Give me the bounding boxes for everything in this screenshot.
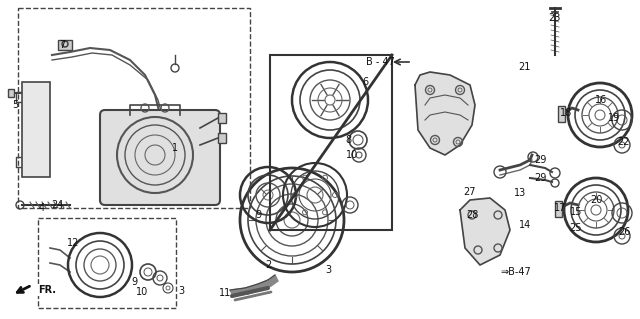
Text: 29: 29: [534, 155, 546, 165]
Text: 15: 15: [570, 207, 582, 217]
Polygon shape: [415, 72, 475, 155]
Polygon shape: [230, 288, 248, 296]
Bar: [8, 89, 14, 97]
Text: 16: 16: [595, 95, 607, 105]
Text: 22: 22: [617, 137, 629, 147]
Polygon shape: [460, 198, 510, 265]
Text: 11: 11: [219, 288, 231, 298]
Text: B - 47: B - 47: [366, 57, 395, 67]
Bar: [270, 55, 392, 230]
Text: 20: 20: [590, 195, 602, 205]
Text: 3: 3: [178, 286, 184, 296]
Bar: [555, 201, 562, 217]
Text: 9: 9: [131, 277, 137, 287]
Text: 28: 28: [466, 210, 478, 220]
Polygon shape: [245, 284, 261, 294]
Text: 23: 23: [548, 13, 560, 23]
Text: 10: 10: [346, 150, 358, 160]
Bar: [558, 106, 565, 122]
Text: 19: 19: [608, 113, 620, 123]
FancyBboxPatch shape: [100, 110, 220, 205]
Text: 12: 12: [67, 238, 79, 248]
Polygon shape: [258, 280, 271, 290]
Text: ⇒B-47: ⇒B-47: [500, 267, 531, 277]
Text: 13: 13: [514, 188, 526, 198]
Text: 25: 25: [570, 223, 582, 233]
Text: 10: 10: [136, 287, 148, 297]
Text: 26: 26: [618, 227, 630, 237]
Text: 29: 29: [534, 173, 546, 183]
Text: 8: 8: [345, 135, 351, 145]
Text: 4: 4: [39, 203, 45, 213]
Text: 3: 3: [325, 265, 331, 275]
Bar: [218, 133, 226, 143]
Bar: [58, 40, 72, 50]
Text: 14: 14: [519, 220, 531, 230]
Text: 5: 5: [12, 100, 18, 110]
Text: 27: 27: [463, 187, 476, 197]
Text: 1: 1: [172, 143, 178, 153]
Text: 9: 9: [255, 210, 261, 220]
Bar: [38, 218, 176, 308]
Bar: [22, 82, 50, 177]
Bar: [18, 8, 250, 208]
Text: 24: 24: [51, 200, 63, 210]
Text: 17: 17: [554, 203, 566, 213]
Text: 6: 6: [362, 77, 368, 87]
Polygon shape: [268, 275, 278, 286]
Text: 7: 7: [59, 40, 65, 50]
Text: FR.: FR.: [38, 285, 56, 295]
Text: 21: 21: [518, 62, 530, 72]
Text: 18: 18: [560, 108, 572, 118]
Text: 2: 2: [265, 260, 271, 270]
Bar: [218, 113, 226, 123]
